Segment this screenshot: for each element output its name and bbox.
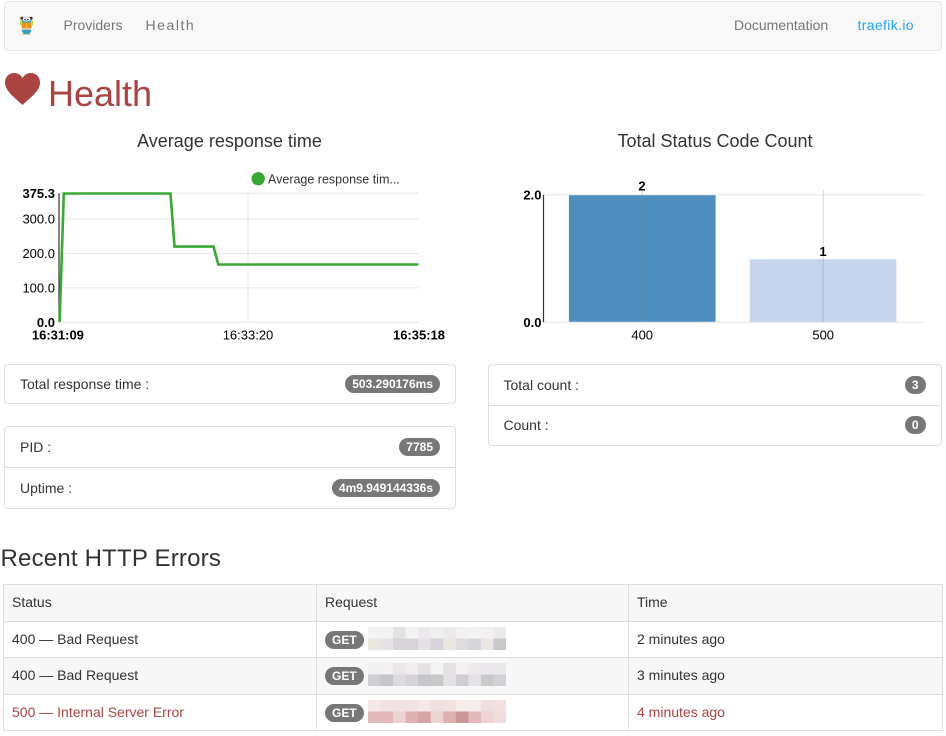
svg-text:100.0: 100.0 [22,280,55,295]
svg-text:200.0: 200.0 [22,246,55,261]
svg-text:300.0: 300.0 [22,211,55,226]
svg-text:2.0: 2.0 [523,187,541,202]
svg-text:1: 1 [819,244,826,259]
svg-text:500: 500 [812,327,834,342]
svg-text:0.0: 0.0 [523,315,541,330]
svg-text:16:35:18: 16:35:18 [393,327,445,342]
svg-text:16:33:20: 16:33:20 [223,327,274,342]
svg-text:16:31:09: 16:31:09 [32,327,84,342]
svg-text:Total Status Code Count: Total Status Code Count [617,131,812,151]
svg-text:400: 400 [631,327,653,342]
svg-text:0.0: 0.0 [37,315,55,330]
svg-text:Average response time: Average response time [137,131,322,151]
svg-text:2: 2 [638,179,645,194]
svg-text:375.3: 375.3 [22,186,55,201]
svg-text:Average response tim...: Average response tim... [268,173,400,187]
